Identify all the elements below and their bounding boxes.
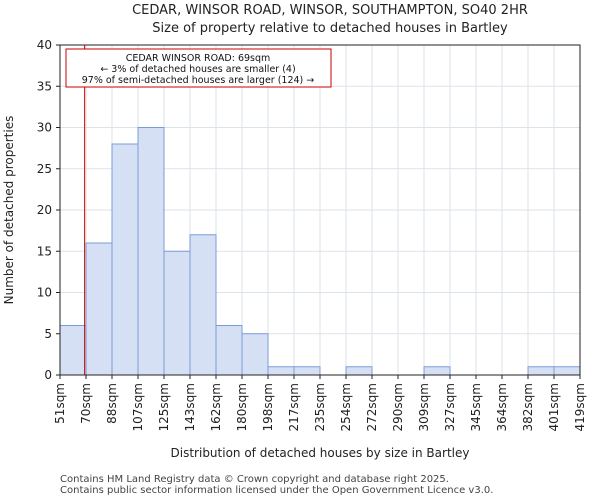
x-tick-label: 290sqm	[391, 383, 405, 431]
plot-frame	[59, 44, 581, 376]
footer-line-2: Contains public sector information licen…	[60, 485, 494, 496]
x-tick-label: 382sqm	[521, 383, 535, 431]
annotation-line-1: CEDAR WINSOR ROAD: 69sqm	[126, 53, 271, 64]
y-tick-label: 10	[37, 286, 52, 300]
bar-51sqm	[59, 325, 87, 376]
x-tick-label: 198sqm	[261, 383, 275, 431]
bar-125sqm	[163, 250, 191, 376]
bar-143sqm	[189, 234, 217, 376]
x-tick-label: 327sqm	[443, 383, 457, 431]
x-tick-label: 217sqm	[287, 383, 301, 431]
x-axis-ticks: 51sqm 70sqm 88sqm 107sqm 125sqm 143sqm 162sqm 1…	[53, 375, 587, 431]
x-tick-label: 180sqm	[235, 383, 249, 431]
y-tick-label: 15	[37, 244, 52, 258]
x-tick-label: 419sqm	[573, 383, 587, 431]
y-axis-ticks: 0 5 10 15 20 25 30 35 40	[37, 38, 60, 382]
bar-254sqm	[345, 366, 373, 376]
y-tick-label: 0	[44, 368, 52, 382]
bar-180sqm	[241, 333, 269, 376]
x-tick-label: 107sqm	[131, 383, 145, 431]
y-axis-label: Number of detached properties	[2, 116, 16, 305]
y-tick-label: 20	[37, 203, 52, 217]
x-tick-label: 88sqm	[105, 383, 119, 424]
x-tick-label: 235sqm	[313, 383, 327, 431]
x-tick-label: 70sqm	[79, 383, 93, 424]
footer-line-1: Contains HM Land Registry data © Crown c…	[60, 474, 449, 485]
y-tick-label: 40	[37, 38, 52, 52]
x-tick-label: 272sqm	[365, 383, 379, 431]
bar-70sqm	[85, 242, 113, 376]
x-tick-label: 309sqm	[417, 383, 431, 431]
bar-107sqm	[137, 127, 165, 376]
bar-309sqm	[423, 366, 451, 376]
chart-subtitle: Size of property relative to detached ho…	[152, 21, 508, 36]
y-tick-label: 35	[37, 79, 52, 93]
bar-162sqm	[215, 325, 243, 376]
x-tick-label: 364sqm	[495, 383, 509, 431]
annotation-frame	[65, 48, 332, 88]
annotation-box: CEDAR WINSOR ROAD: 69sqm ← 3% of detache…	[65, 48, 332, 88]
bars	[59, 127, 581, 376]
x-tick-label: 254sqm	[339, 383, 353, 431]
x-tick-label: 401sqm	[547, 383, 561, 431]
annotation-line-2: ← 3% of detached houses are smaller (4)	[100, 64, 295, 75]
y-tick-label: 5	[44, 327, 52, 341]
x-tick-label: 345sqm	[469, 383, 483, 431]
chart-title: CEDAR, WINSOR ROAD, WINSOR, SOUTHAMPTON,…	[132, 3, 528, 18]
annotation-line-3: 97% of semi-detached houses are larger (…	[82, 75, 315, 86]
y-tick-label: 25	[37, 162, 52, 176]
x-tick-label: 162sqm	[209, 383, 223, 431]
bar-198sqm	[267, 366, 295, 376]
x-tick-label: 125sqm	[157, 383, 171, 431]
bar-401sqm	[553, 366, 581, 376]
bar-382sqm	[527, 366, 555, 376]
x-tick-label: 51sqm	[53, 383, 67, 424]
histogram-chart: CEDAR, WINSOR ROAD, WINSOR, SOUTHAMPTON,…	[2, 3, 587, 460]
x-axis-label: Distribution of detached houses by size …	[171, 446, 470, 460]
bar-88sqm	[111, 143, 139, 376]
y-tick-label: 30	[37, 121, 52, 135]
x-tick-label: 143sqm	[183, 383, 197, 431]
bar-217sqm	[293, 366, 321, 376]
